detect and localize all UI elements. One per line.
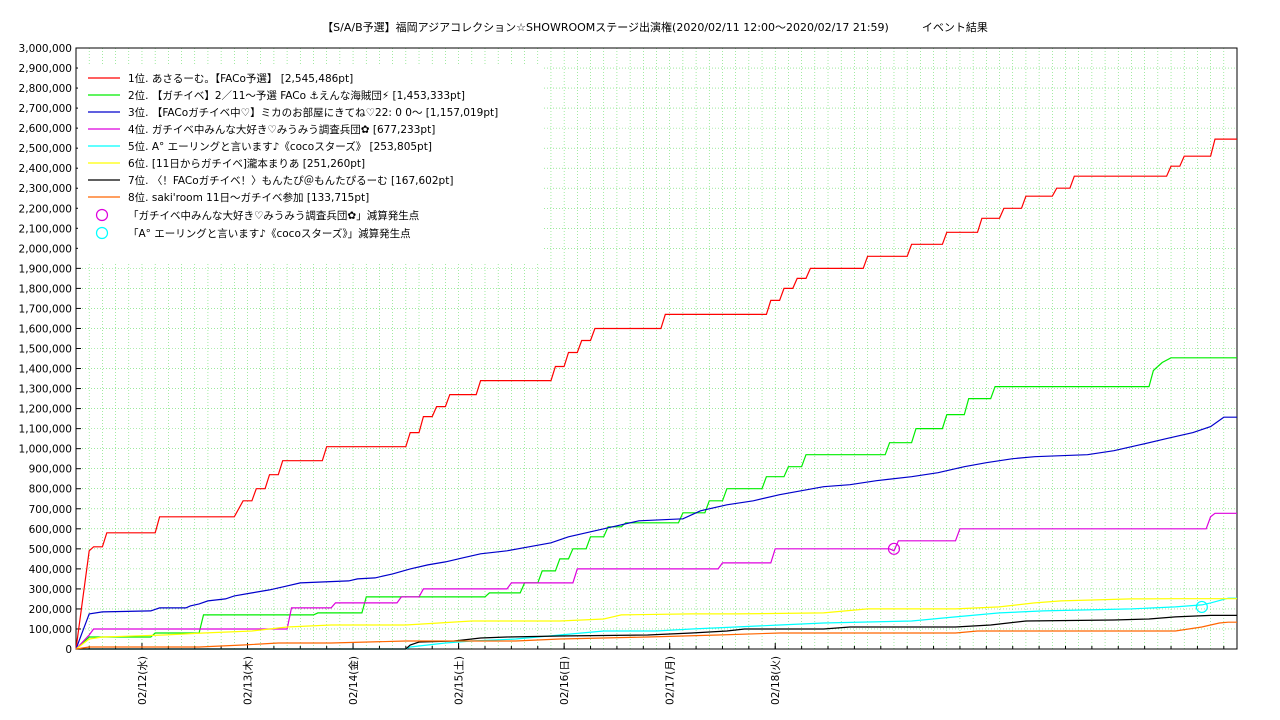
x-axis: 02/12(水) 02/13(木) 02/14(金) 02/15(土) 02/16(日)… xyxy=(88,643,1225,705)
y-tick-label: 600,000 xyxy=(29,524,72,536)
series-line-1 xyxy=(75,138,1237,650)
y-tick-label: 1,900,000 xyxy=(19,263,72,275)
series-line-8 xyxy=(75,621,1237,650)
series-line-2 xyxy=(75,357,1237,650)
x-tick-label: 02/18(火) xyxy=(770,656,782,705)
legend-label-1: 1位. あさるーむ。【FACo予選】 [2,545,486pt] xyxy=(128,72,353,85)
legend-marker-label-1: 「ガチイベ中みんな大好き♡みうみう調査兵団✿」減算発生点 xyxy=(128,209,419,222)
legend-marker-label-2: 「A° エーリングと言います♪《cocoスターズ》」減算発生点 xyxy=(128,227,411,240)
y-tick-label: 2,100,000 xyxy=(19,223,72,235)
y-tick-label: 0 xyxy=(65,644,72,656)
y-tick-label: 700,000 xyxy=(29,504,72,516)
legend: 1位. あさるーむ。【FACo予選】 [2,545,486pt] 2位. 【ガチイ… xyxy=(78,64,544,262)
y-tick-label: 2,900,000 xyxy=(19,63,72,75)
y-tick-label: 2,500,000 xyxy=(19,143,72,155)
y-tick-label: 800,000 xyxy=(29,484,72,496)
y-tick-label: 2,400,000 xyxy=(19,163,72,175)
y-tick-label: 2,700,000 xyxy=(19,103,72,115)
y-tick-label: 3,000,000 xyxy=(19,43,72,55)
y-tick-label: 900,000 xyxy=(29,464,72,476)
legend-label-2: 2位. 【ガチイベ】2／11〜予選 FACo ⚓えんな海賊団⚡ [1,453,3… xyxy=(128,89,465,102)
y-tick-label: 400,000 xyxy=(29,564,72,576)
x-tick-label: 02/12(水) xyxy=(137,656,149,705)
chart-title: 【S/A/B予選】福岡アジアコレクション☆SHOWROOMステージ出演権(202… xyxy=(322,20,988,34)
marker-point-2 xyxy=(1195,600,1208,614)
y-tick-label: 1,700,000 xyxy=(19,303,72,315)
y-axis: 0 100,000 200,000 300,000 400,000 500,000 600,… xyxy=(19,43,81,656)
y-tick-label: 2,800,000 xyxy=(19,83,72,95)
legend-label-4: 4位. ガチイベ中みんな大好き♡みうみう調査兵団✿ [677,233pt] xyxy=(128,123,435,136)
y-tick-label: 2,600,000 xyxy=(19,123,72,135)
y-tick-label: 500,000 xyxy=(29,544,72,556)
legend-label-7: 7位. 〈！FACoガチイベ！〉もんたぴ＠もんたぴるーむ [167,602pt] xyxy=(128,174,453,187)
x-tick-label: 02/16(日) xyxy=(559,656,571,705)
legend-box xyxy=(78,64,544,262)
y-tick-label: 300,000 xyxy=(29,584,72,596)
y-tick-label: 1,300,000 xyxy=(19,384,72,396)
y-tick-label: 1,400,000 xyxy=(19,364,72,376)
marker-group xyxy=(887,542,1208,614)
x-tick-label: 02/17(月) xyxy=(665,656,677,705)
marker-point-1 xyxy=(887,542,901,555)
series-group xyxy=(75,138,1237,650)
y-tick-label: 1,600,000 xyxy=(19,323,72,335)
series-line-5 xyxy=(76,597,1237,650)
legend-label-3: 3位. 【FACoガチイベ中♡】ミカのお部屋にきてね♡22: 0 0〜 [1,1… xyxy=(128,106,498,119)
x-tick-label: 02/13(木) xyxy=(243,656,255,705)
series-line-6 xyxy=(75,598,1237,650)
series-line-3 xyxy=(75,416,1237,650)
series-line-7 xyxy=(76,614,1237,650)
grid xyxy=(76,48,1237,649)
legend-marker-1 xyxy=(95,208,109,222)
y-tick-label: 1,800,000 xyxy=(19,283,72,295)
y-tick-label: 1,100,000 xyxy=(19,424,72,436)
legend-marker-2 xyxy=(95,226,109,240)
y-tick-label: 2,300,000 xyxy=(19,183,72,195)
y-tick-label: 100,000 xyxy=(29,624,72,636)
y-tick-label: 2,000,000 xyxy=(19,243,72,255)
y-tick-label: 1,200,000 xyxy=(19,404,72,416)
y-tick-label: 1,000,000 xyxy=(19,444,72,456)
y-tick-label: 2,200,000 xyxy=(19,203,72,215)
x-tick-label: 02/14(金) xyxy=(347,656,360,705)
legend-label-6: 6位. [11日からガチイベ]瀧本まりあ [251,260pt] xyxy=(128,157,365,170)
y-tick-label: 1,500,000 xyxy=(19,344,72,356)
series-line-4 xyxy=(75,512,1237,650)
y-tick-label: 200,000 xyxy=(29,604,72,616)
x-tick-label: 02/15(土) xyxy=(453,656,466,705)
legend-label-5: 5位. A° エーリングと言います♪《cocoスターズ》 [253,805pt] xyxy=(128,140,432,153)
legend-label-8: 8位. saki'room 11日〜ガチイベ参加 [133,715pt] xyxy=(128,191,369,204)
